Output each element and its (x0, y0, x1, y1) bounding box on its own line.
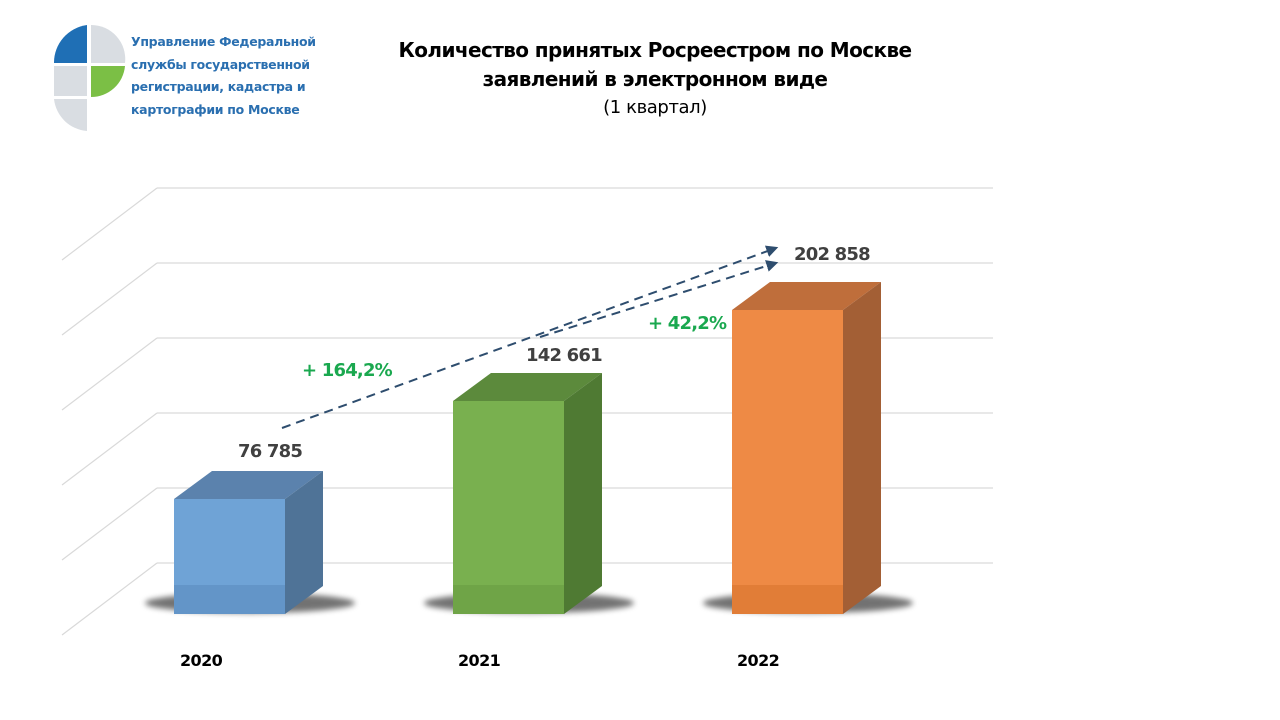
organization-name-line: регистрации, кадастра и (131, 79, 306, 94)
growth-label-164: + 164,2% (302, 360, 393, 381)
value-label-2020: 76 785 (238, 441, 303, 462)
bar-2021 (424, 373, 634, 614)
x-axis-label-2020: 2020 (180, 651, 223, 670)
x-axis-label-2021: 2021 (458, 651, 501, 670)
chart-title: Количество принятых Росреестром по Москв… (330, 36, 980, 122)
bar-2020 (145, 471, 355, 614)
growth-arrow-2020-2022 (281, 245, 779, 429)
value-label-2021: 142 661 (526, 345, 603, 366)
bar-2022 (703, 282, 913, 614)
organization-name-line: службы государственной (131, 56, 310, 72)
organization-name-line: Управление Федеральной (131, 34, 316, 49)
rosreestr-logo-icon (54, 25, 126, 131)
chart-title-line-1: Количество принятых Росреестром по Москв… (398, 38, 913, 62)
x-axis-label-2022: 2022 (737, 651, 780, 670)
chart-subtitle: (1 квартал) (603, 97, 707, 118)
organization-name: Управление Федеральной службы государств… (131, 31, 331, 121)
growth-arrow-2021-2022 (539, 260, 779, 338)
organization-name-line: картографии по Москве (131, 101, 300, 117)
chart-title-line-2: заявлений в электронном виде (482, 67, 828, 91)
value-label-2022: 202 858 (794, 244, 871, 265)
growth-label-42: + 42,2% (648, 313, 727, 334)
